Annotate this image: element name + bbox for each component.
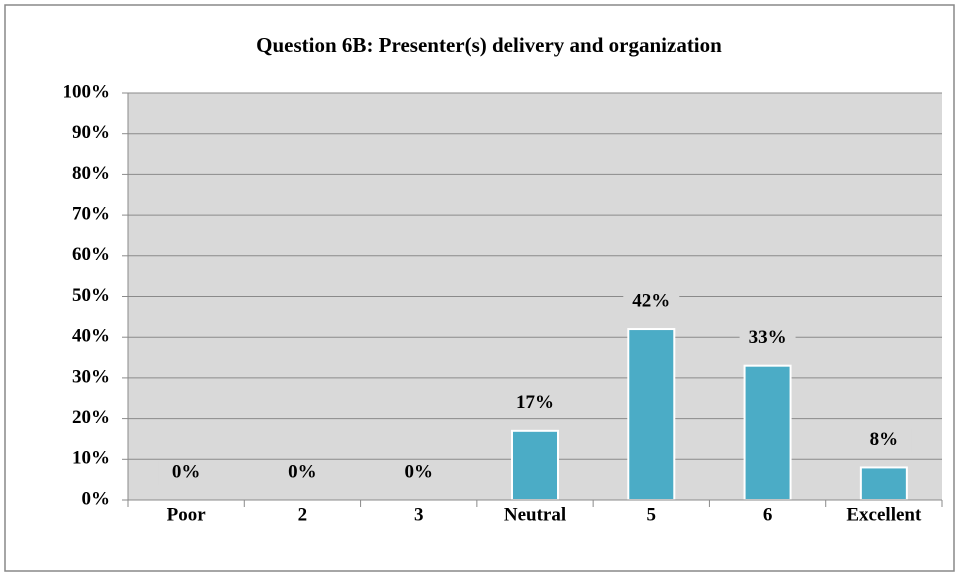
- bar: [511, 429, 559, 501]
- data-label: 17%: [516, 392, 554, 413]
- x-tick-label: 3: [414, 504, 424, 525]
- bar: [627, 328, 676, 501]
- y-tick-label: 30%: [72, 366, 110, 387]
- chart-title: Question 6B: Presenter(s) delivery and o…: [256, 33, 722, 57]
- x-tick-label: Excellent: [846, 504, 922, 525]
- data-label-bg: [507, 391, 563, 416]
- x-tick-label: 2: [298, 504, 308, 525]
- y-tick-label: 100%: [63, 81, 111, 102]
- data-label-bg: [739, 326, 796, 351]
- y-tick-label: 20%: [72, 407, 110, 428]
- data-label: 8%: [870, 429, 899, 450]
- x-tick-label: Neutral: [504, 504, 566, 525]
- data-label: 0%: [288, 461, 317, 482]
- y-tick-label: 60%: [72, 244, 110, 265]
- y-tick-label: 40%: [72, 326, 110, 347]
- y-tick-label: 90%: [72, 122, 110, 143]
- x-tick-label: 6: [763, 504, 773, 525]
- y-tick-label: 50%: [72, 285, 110, 306]
- data-label: 0%: [172, 461, 201, 482]
- data-label: 42%: [632, 290, 670, 311]
- bar: [859, 466, 908, 502]
- y-tick-label: 10%: [72, 448, 110, 469]
- data-label-bg: [274, 461, 331, 485]
- data-label: 0%: [404, 461, 433, 482]
- x-tick-label: Poor: [167, 504, 207, 525]
- data-label: 33%: [749, 327, 787, 348]
- data-label-bg: [158, 461, 215, 485]
- y-tick-label: 70%: [72, 203, 110, 224]
- bar: [743, 364, 792, 501]
- data-label-bg: [855, 428, 912, 453]
- x-tick-label: 5: [647, 504, 657, 525]
- y-tick-label: 80%: [72, 163, 110, 184]
- data-label-bg: [623, 290, 680, 315]
- y-tick-label: 0%: [82, 488, 111, 509]
- data-label-bg: [390, 461, 447, 485]
